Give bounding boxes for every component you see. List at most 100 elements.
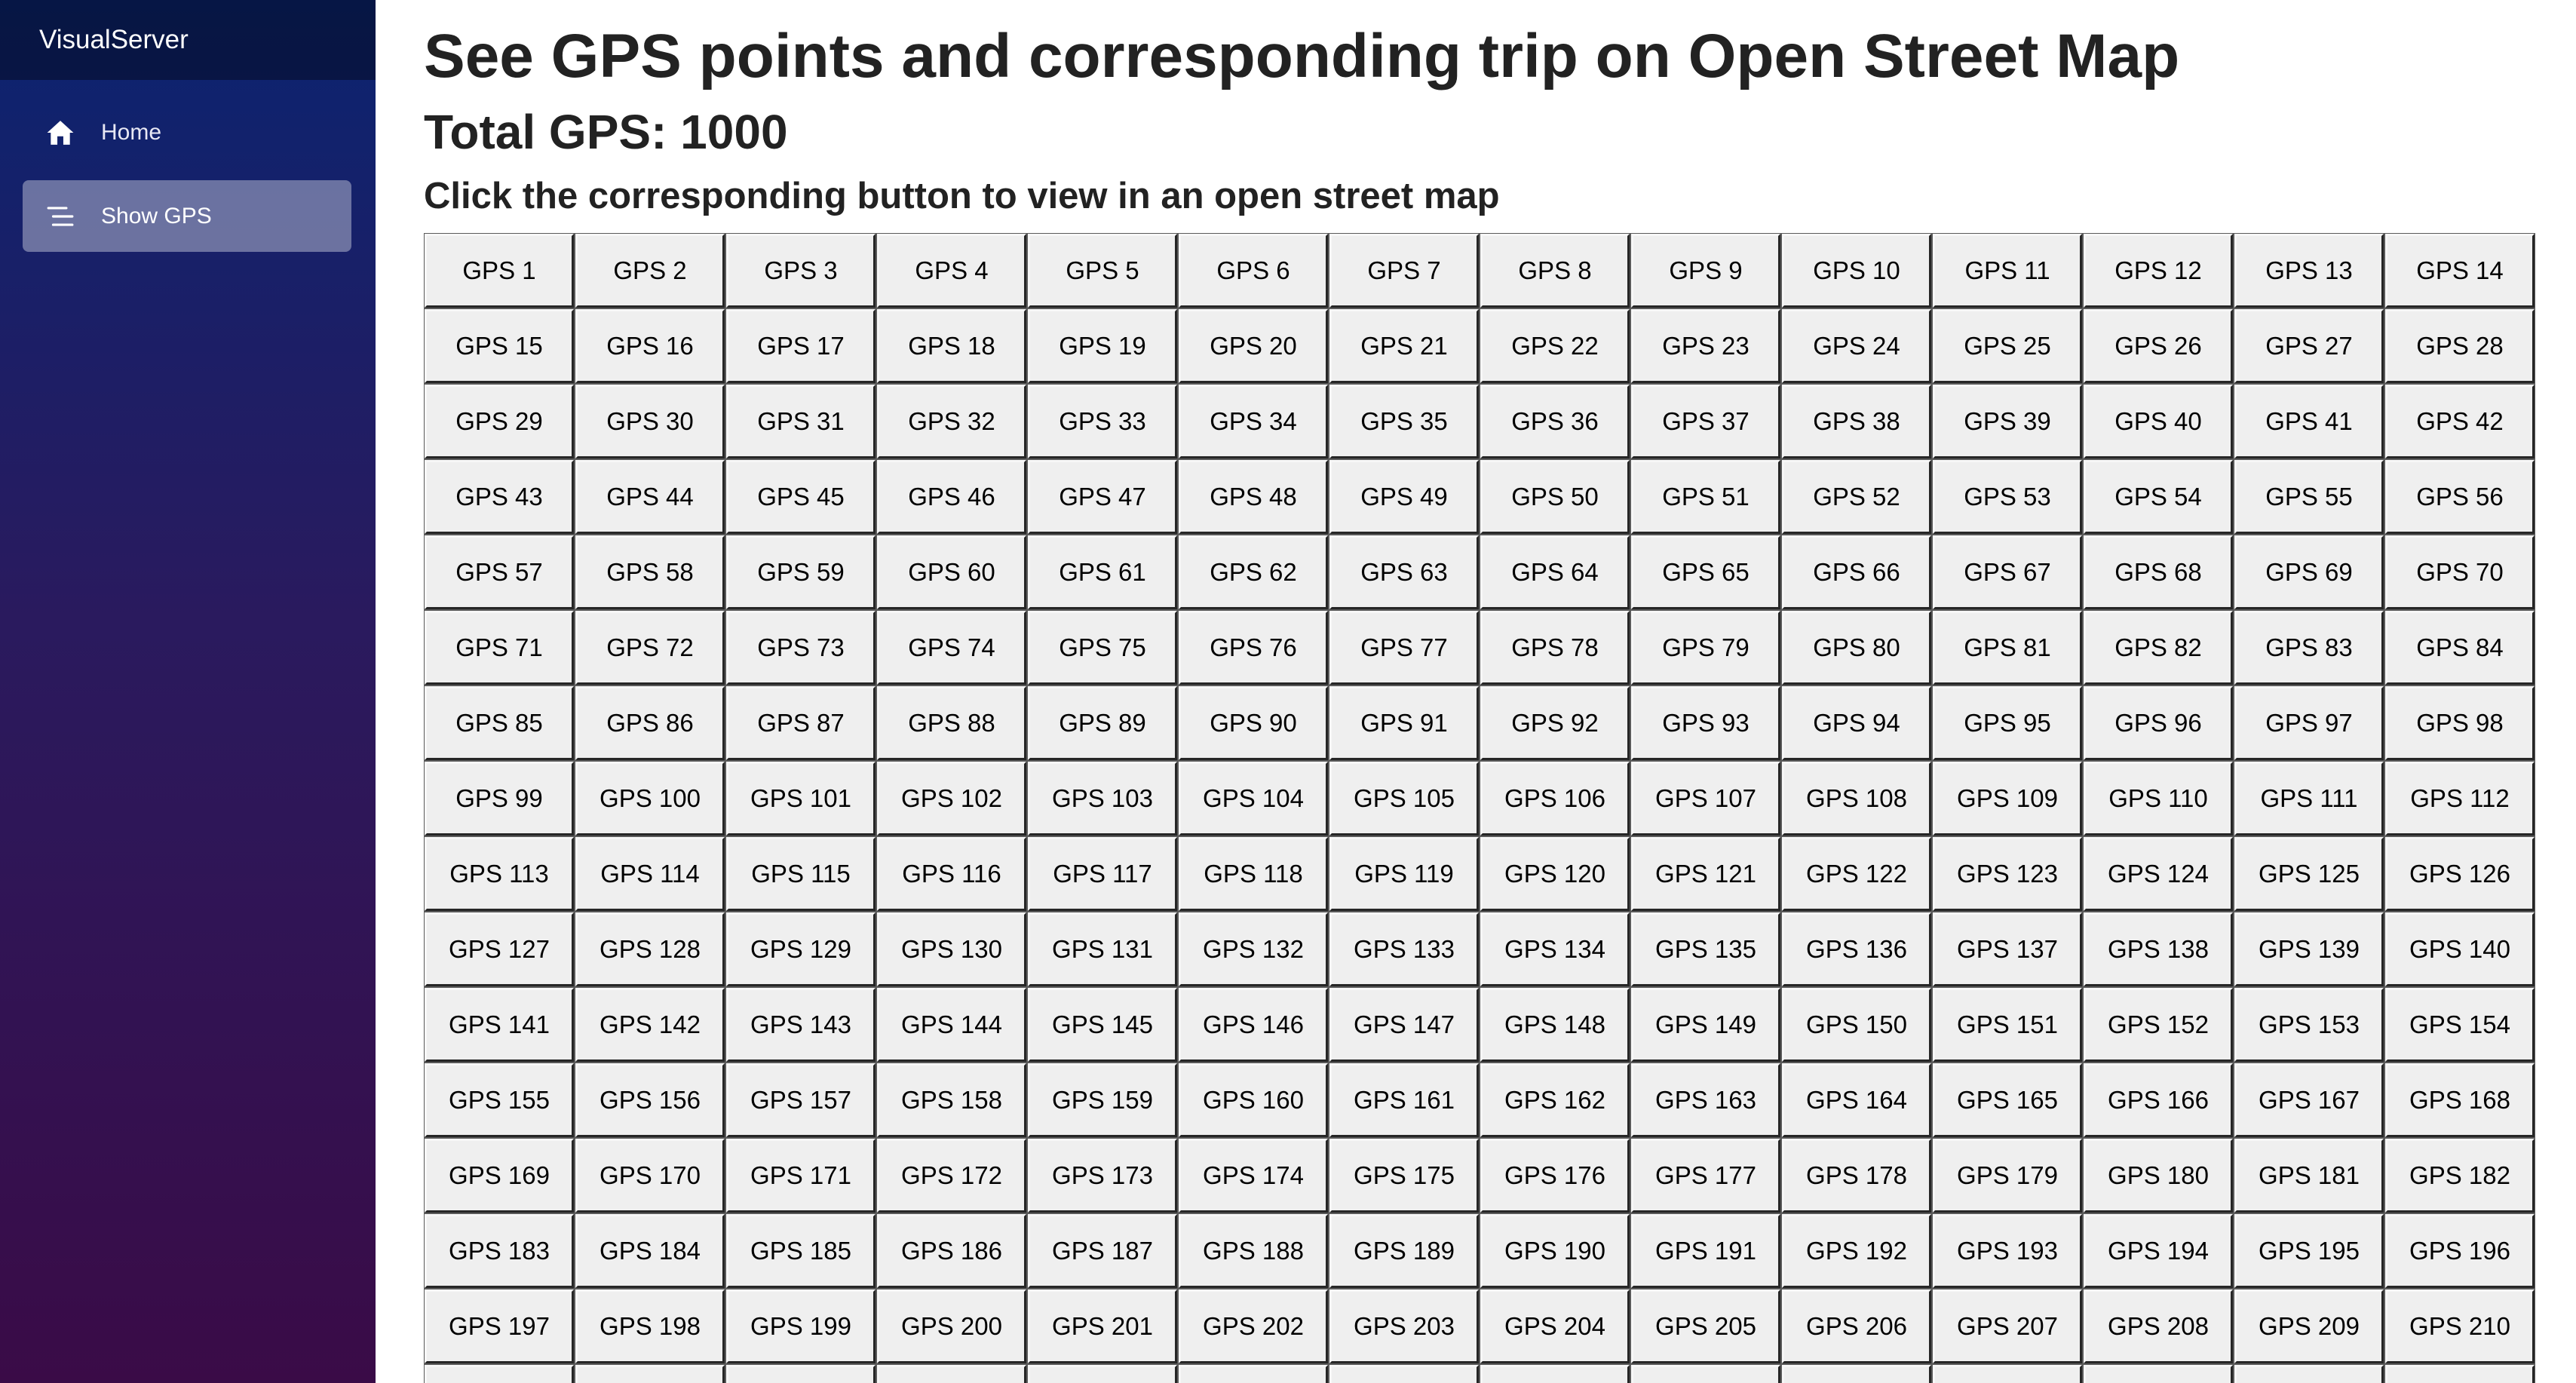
- gps-button[interactable]: GPS 161: [1329, 1063, 1480, 1138]
- gps-button[interactable]: GPS 10: [1781, 233, 1932, 308]
- gps-button[interactable]: GPS 27: [2234, 308, 2384, 384]
- gps-button[interactable]: GPS 192: [1781, 1213, 1932, 1289]
- gps-button[interactable]: GPS 150: [1781, 987, 1932, 1063]
- gps-button[interactable]: GPS 64: [1480, 535, 1630, 610]
- gps-button[interactable]: GPS 60: [876, 535, 1027, 610]
- gps-button[interactable]: GPS 107: [1630, 761, 1781, 836]
- gps-button[interactable]: GPS 40: [2083, 384, 2234, 459]
- gps-button[interactable]: GPS 139: [2234, 912, 2384, 987]
- gps-button[interactable]: GPS 9: [1630, 233, 1781, 308]
- gps-button[interactable]: GPS 114: [575, 836, 725, 912]
- gps-button[interactable]: GPS 6: [1178, 233, 1329, 308]
- gps-button[interactable]: GPS 201: [1027, 1289, 1178, 1364]
- gps-button[interactable]: GPS 172: [876, 1138, 1027, 1213]
- gps-button[interactable]: GPS 122: [1781, 836, 1932, 912]
- gps-button[interactable]: GPS 171: [725, 1138, 876, 1213]
- gps-button[interactable]: GPS 29: [424, 384, 575, 459]
- gps-button[interactable]: GPS 152: [2083, 987, 2234, 1063]
- gps-button[interactable]: GPS 86: [575, 685, 725, 761]
- gps-button[interactable]: GPS 164: [1781, 1063, 1932, 1138]
- gps-button[interactable]: GPS 143: [725, 987, 876, 1063]
- gps-button[interactable]: [2384, 1364, 2535, 1383]
- gps-button[interactable]: GPS 105: [1329, 761, 1480, 836]
- gps-button[interactable]: GPS 167: [2234, 1063, 2384, 1138]
- gps-button[interactable]: GPS 102: [876, 761, 1027, 836]
- gps-button[interactable]: GPS 73: [725, 610, 876, 685]
- gps-button[interactable]: GPS 163: [1630, 1063, 1781, 1138]
- gps-button[interactable]: GPS 81: [1932, 610, 2083, 685]
- gps-button[interactable]: [575, 1364, 725, 1383]
- gps-button[interactable]: GPS 56: [2384, 459, 2535, 535]
- gps-button[interactable]: GPS 210: [2384, 1289, 2535, 1364]
- gps-button[interactable]: GPS 103: [1027, 761, 1178, 836]
- gps-button[interactable]: GPS 69: [2234, 535, 2384, 610]
- gps-button[interactable]: GPS 137: [1932, 912, 2083, 987]
- gps-button[interactable]: GPS 208: [2083, 1289, 2234, 1364]
- gps-button[interactable]: GPS 131: [1027, 912, 1178, 987]
- gps-button[interactable]: GPS 154: [2384, 987, 2535, 1063]
- gps-button[interactable]: GPS 140: [2384, 912, 2535, 987]
- gps-button[interactable]: GPS 18: [876, 308, 1027, 384]
- gps-button[interactable]: GPS 146: [1178, 987, 1329, 1063]
- gps-button[interactable]: GPS 53: [1932, 459, 2083, 535]
- gps-button[interactable]: GPS 1: [424, 233, 575, 308]
- gps-button[interactable]: GPS 190: [1480, 1213, 1630, 1289]
- gps-button[interactable]: GPS 45: [725, 459, 876, 535]
- gps-button[interactable]: GPS 19: [1027, 308, 1178, 384]
- gps-button[interactable]: GPS 54: [2083, 459, 2234, 535]
- gps-button[interactable]: GPS 134: [1480, 912, 1630, 987]
- gps-button[interactable]: [1178, 1364, 1329, 1383]
- gps-button[interactable]: GPS 8: [1480, 233, 1630, 308]
- gps-button[interactable]: GPS 170: [575, 1138, 725, 1213]
- gps-button[interactable]: GPS 129: [725, 912, 876, 987]
- gps-button[interactable]: GPS 125: [2234, 836, 2384, 912]
- gps-button[interactable]: [1630, 1364, 1781, 1383]
- gps-button[interactable]: GPS 115: [725, 836, 876, 912]
- gps-button[interactable]: GPS 189: [1329, 1213, 1480, 1289]
- gps-button[interactable]: GPS 111: [2234, 761, 2384, 836]
- gps-button[interactable]: [876, 1364, 1027, 1383]
- gps-button[interactable]: GPS 4: [876, 233, 1027, 308]
- gps-button[interactable]: GPS 85: [424, 685, 575, 761]
- gps-button[interactable]: GPS 178: [1781, 1138, 1932, 1213]
- gps-button[interactable]: GPS 3: [725, 233, 876, 308]
- gps-button[interactable]: GPS 130: [876, 912, 1027, 987]
- gps-button[interactable]: GPS 75: [1027, 610, 1178, 685]
- sidebar-item-home[interactable]: Home: [23, 97, 351, 168]
- gps-button[interactable]: GPS 21: [1329, 308, 1480, 384]
- gps-button[interactable]: GPS 66: [1781, 535, 1932, 610]
- gps-button[interactable]: GPS 33: [1027, 384, 1178, 459]
- gps-button[interactable]: GPS 48: [1178, 459, 1329, 535]
- gps-button[interactable]: GPS 198: [575, 1289, 725, 1364]
- gps-button[interactable]: [424, 1364, 575, 1383]
- gps-button[interactable]: GPS 177: [1630, 1138, 1781, 1213]
- gps-button[interactable]: [1781, 1364, 1932, 1383]
- gps-button[interactable]: GPS 37: [1630, 384, 1781, 459]
- gps-button[interactable]: GPS 39: [1932, 384, 2083, 459]
- gps-button[interactable]: GPS 31: [725, 384, 876, 459]
- gps-button[interactable]: GPS 193: [1932, 1213, 2083, 1289]
- gps-button[interactable]: GPS 175: [1329, 1138, 1480, 1213]
- gps-button[interactable]: GPS 78: [1480, 610, 1630, 685]
- gps-button[interactable]: GPS 47: [1027, 459, 1178, 535]
- gps-button[interactable]: GPS 162: [1480, 1063, 1630, 1138]
- gps-button[interactable]: GPS 51: [1630, 459, 1781, 535]
- gps-button[interactable]: GPS 12: [2083, 233, 2234, 308]
- gps-button[interactable]: GPS 61: [1027, 535, 1178, 610]
- gps-button[interactable]: GPS 92: [1480, 685, 1630, 761]
- gps-button[interactable]: GPS 153: [2234, 987, 2384, 1063]
- gps-button[interactable]: [1027, 1364, 1178, 1383]
- gps-button[interactable]: GPS 71: [424, 610, 575, 685]
- gps-button[interactable]: GPS 43: [424, 459, 575, 535]
- gps-button[interactable]: GPS 22: [1480, 308, 1630, 384]
- gps-button[interactable]: GPS 70: [2384, 535, 2535, 610]
- gps-button[interactable]: [1480, 1364, 1630, 1383]
- gps-button[interactable]: GPS 104: [1178, 761, 1329, 836]
- gps-button[interactable]: GPS 109: [1932, 761, 2083, 836]
- gps-button[interactable]: GPS 26: [2083, 308, 2234, 384]
- gps-button[interactable]: GPS 183: [424, 1213, 575, 1289]
- gps-button[interactable]: GPS 144: [876, 987, 1027, 1063]
- gps-button[interactable]: GPS 195: [2234, 1213, 2384, 1289]
- gps-button[interactable]: GPS 83: [2234, 610, 2384, 685]
- gps-button[interactable]: GPS 68: [2083, 535, 2234, 610]
